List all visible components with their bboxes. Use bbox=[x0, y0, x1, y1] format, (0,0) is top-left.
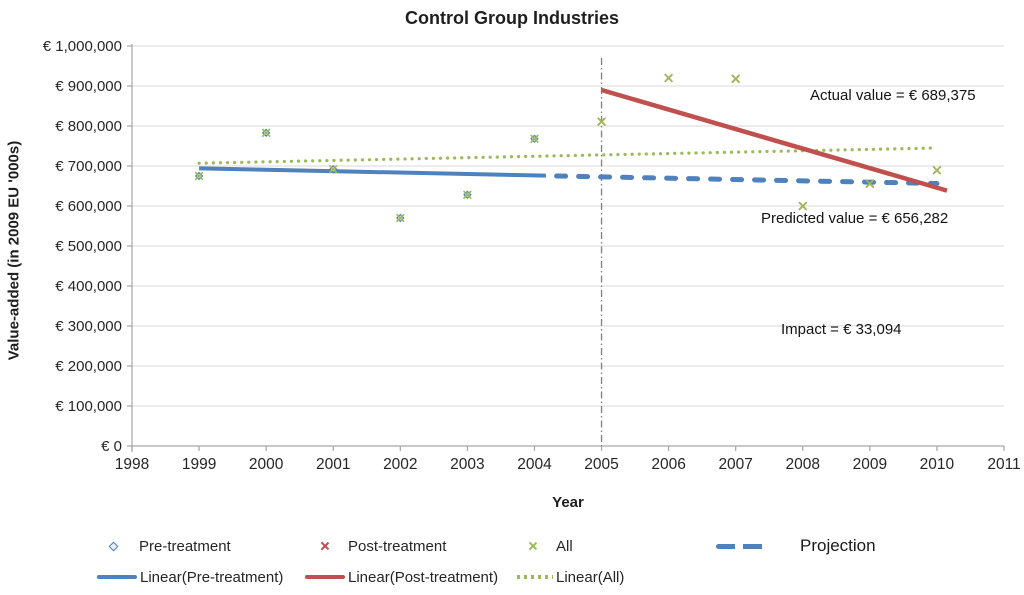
x-tick-label: 2002 bbox=[383, 456, 417, 473]
y-tick-label: € 800,000 bbox=[55, 118, 122, 135]
x-tick-label: 2006 bbox=[651, 456, 685, 473]
x-tick-label: 2009 bbox=[853, 456, 887, 473]
x-tick-label: 2003 bbox=[450, 456, 484, 473]
annotation-impact-value: Impact = € 33,094 bbox=[781, 321, 902, 338]
y-tick-label: € 500,000 bbox=[55, 238, 122, 255]
marker-all-2004 bbox=[530, 134, 539, 143]
x-tick-label: 2001 bbox=[316, 456, 350, 473]
marker-all-2009 bbox=[865, 179, 874, 188]
y-tick-label: € 200,000 bbox=[55, 358, 122, 375]
y-tick-label: € 300,000 bbox=[55, 318, 122, 335]
marker-all-2005 bbox=[597, 117, 606, 126]
annotation-actual-value: Actual value = € 689,375 bbox=[810, 87, 976, 104]
x-tick-label: 2004 bbox=[517, 456, 552, 473]
x-tick-label: 2010 bbox=[920, 456, 955, 473]
chart-title: Control Group Industries bbox=[405, 8, 619, 28]
x-tick-label: 2005 bbox=[584, 456, 618, 473]
x-tick-label: 2008 bbox=[786, 456, 820, 473]
trend-line-projection bbox=[554, 173, 940, 186]
marker-all-2002 bbox=[396, 213, 405, 223]
marker-all-2006 bbox=[664, 73, 673, 83]
y-tick-label: € 600,000 bbox=[55, 198, 122, 215]
trend-line-linear-pre-treatment bbox=[199, 166, 546, 178]
marker-all-1999 bbox=[194, 171, 204, 181]
marker-all-2008 bbox=[798, 201, 807, 211]
marker-all-2003 bbox=[463, 190, 472, 199]
x-tick-label: 2007 bbox=[718, 456, 752, 473]
marker-all-2000 bbox=[262, 128, 271, 137]
marker-all-2010 bbox=[932, 166, 942, 175]
y-tick-label: € 0 bbox=[101, 438, 122, 455]
trend-line-linear-all bbox=[197, 146, 939, 165]
y-axis-title: Value-added (in 2009 EU '000s) bbox=[5, 140, 23, 360]
y-tick-label: € 100,000 bbox=[55, 398, 122, 415]
y-tick-label: € 400,000 bbox=[55, 278, 122, 295]
marker-all-2007 bbox=[731, 74, 740, 83]
y-tick-label: € 900,000 bbox=[55, 78, 122, 95]
marker-all-2001 bbox=[329, 165, 338, 174]
x-axis-title: Year bbox=[552, 494, 584, 511]
x-tick-label: 1998 bbox=[115, 456, 149, 473]
annotation-predicted-value: Predicted value = € 656,282 bbox=[761, 210, 949, 227]
trend-line-linear-post-treatment bbox=[600, 87, 948, 193]
x-tick-label: 1999 bbox=[182, 456, 216, 473]
x-tick-label: 2000 bbox=[249, 456, 284, 473]
y-axis-title-wrap: Value-added (in 2009 EU '000s) bbox=[0, 0, 28, 500]
y-tick-label: € 700,000 bbox=[55, 158, 122, 175]
x-tick-label: 2011 bbox=[987, 456, 1020, 473]
y-tick-label: € 1,000,000 bbox=[43, 38, 122, 55]
